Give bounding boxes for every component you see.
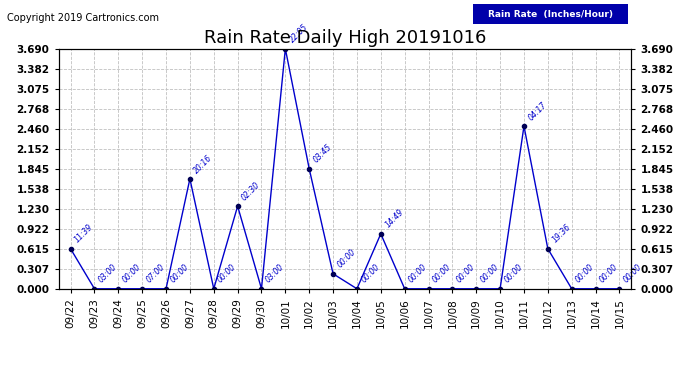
Text: 00:00: 00:00 (574, 263, 596, 285)
Text: 22:05: 22:05 (288, 23, 310, 45)
Text: 00:00: 00:00 (431, 263, 453, 285)
Text: 20:16: 20:16 (193, 153, 215, 175)
Text: 02:30: 02:30 (240, 180, 262, 202)
Text: 03:00: 03:00 (97, 263, 119, 285)
Text: 19:36: 19:36 (550, 223, 572, 245)
Text: Copyright 2019 Cartronics.com: Copyright 2019 Cartronics.com (7, 13, 159, 23)
Text: 00:00: 00:00 (598, 263, 620, 285)
Text: 03:45: 03:45 (312, 143, 333, 165)
Text: 00:00: 00:00 (502, 263, 524, 285)
Text: 00:00: 00:00 (407, 263, 429, 285)
Text: 00:00: 00:00 (335, 248, 357, 270)
Text: 03:00: 03:00 (264, 263, 286, 285)
Text: 04:17: 04:17 (526, 100, 549, 122)
Text: Rain Rate  (Inches/Hour): Rain Rate (Inches/Hour) (488, 10, 613, 18)
Text: 00:00: 00:00 (455, 263, 477, 285)
Text: 00:00: 00:00 (168, 263, 190, 285)
Text: 11:39: 11:39 (73, 223, 95, 245)
Text: 00:00: 00:00 (359, 263, 382, 285)
Text: 00:00: 00:00 (479, 263, 501, 285)
Text: 14:49: 14:49 (383, 208, 405, 230)
Text: 00:00: 00:00 (121, 263, 143, 285)
Title: Rain Rate Daily High 20191016: Rain Rate Daily High 20191016 (204, 29, 486, 47)
Text: 07:00: 07:00 (145, 263, 166, 285)
Text: 00:00: 00:00 (216, 263, 238, 285)
Text: 00:00: 00:00 (622, 263, 644, 285)
